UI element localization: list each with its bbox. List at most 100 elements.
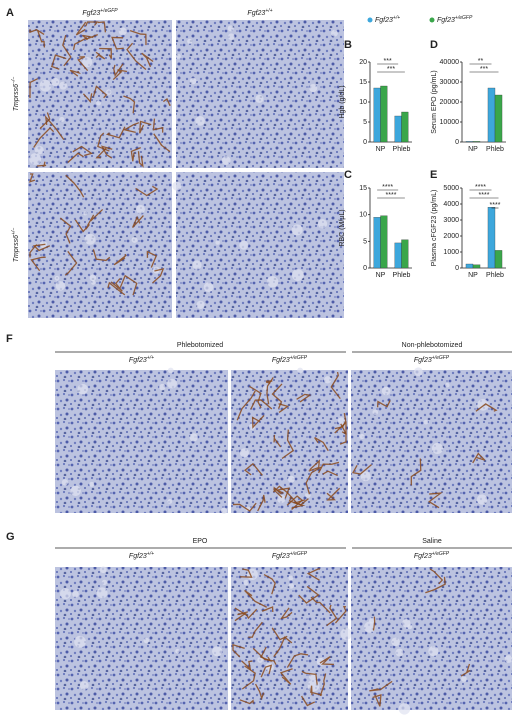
egfp-stain	[372, 694, 382, 707]
y-tick-label: 30000	[440, 79, 460, 86]
egfp-stain	[77, 56, 89, 72]
micrograph	[28, 172, 172, 318]
micrograph-feature	[291, 269, 304, 281]
egfp-stain	[232, 643, 245, 658]
egfp-stain	[261, 606, 274, 613]
egfp-stain	[330, 371, 341, 400]
egfp-stain	[28, 173, 36, 183]
label-base: Fgf23	[272, 553, 290, 560]
micrograph-feature	[239, 240, 249, 250]
egfp-stain	[137, 151, 144, 168]
micrograph-feature	[118, 27, 127, 36]
micrograph-feature	[59, 81, 68, 90]
micrograph-feature	[291, 224, 303, 236]
label-sup: −/−	[11, 77, 17, 84]
micrograph-feature	[461, 676, 467, 682]
y-tick-label: 10000	[440, 119, 460, 126]
egfp-stain	[234, 607, 258, 620]
genotype-label: Fgf23+/eGFP	[272, 355, 308, 364]
egfp-stain	[135, 185, 159, 197]
micrograph-feature	[257, 657, 264, 663]
egfp-stain	[260, 664, 273, 678]
label-base: Fgf23	[437, 17, 455, 24]
micrograph-feature	[192, 260, 202, 270]
micrograph-feature	[372, 409, 379, 416]
micrograph-feature	[359, 433, 365, 440]
label-base: Fgf23	[129, 357, 147, 364]
panel-letter: G	[6, 531, 15, 543]
egfp-stain	[69, 69, 81, 77]
micrograph-feature	[89, 274, 97, 282]
micrograph-feature	[331, 29, 338, 37]
egfp-stain	[33, 127, 55, 148]
micrograph-feature	[105, 89, 112, 95]
micrograph-feature	[70, 485, 81, 497]
egfp-stain	[105, 126, 126, 139]
y-tick-label: 0	[455, 139, 459, 146]
egfp-stain	[280, 607, 293, 620]
egfp-stain	[260, 646, 273, 663]
egfp-stain	[110, 278, 123, 292]
egfp-stain	[273, 485, 298, 504]
egfp-stain	[123, 95, 136, 114]
y-tick-label: 10	[359, 212, 367, 219]
micrograph-feature	[212, 646, 223, 657]
egfp-stain	[62, 35, 72, 67]
egfp-stain	[139, 120, 152, 134]
micrograph-feature	[131, 236, 138, 243]
panel-letter: E	[430, 169, 437, 181]
micrograph-feature	[277, 494, 286, 504]
egfp-stain	[318, 461, 340, 474]
egfp-stain	[254, 683, 265, 701]
micrograph	[351, 370, 512, 513]
micrograph-feature	[381, 386, 391, 396]
egfp-stain	[64, 250, 78, 276]
y-tick-label: 3000	[443, 217, 459, 224]
egfp-stain	[99, 47, 113, 59]
micrograph-feature	[96, 587, 108, 599]
egfp-stain	[97, 21, 107, 33]
micrograph-feature	[220, 507, 228, 514]
egfp-stain	[291, 499, 306, 509]
micrograph-feature	[159, 383, 166, 391]
egfp-stain	[82, 34, 98, 40]
micrograph-feature	[143, 637, 150, 644]
micrograph-feature	[398, 703, 411, 715]
y-tick-label: 20	[359, 59, 367, 66]
micrograph-feature	[215, 240, 220, 245]
egfp-stain	[75, 21, 87, 36]
bar	[380, 215, 388, 269]
egfp-stain	[241, 660, 253, 671]
genotype-label: Fgf23+/eGFP	[272, 551, 308, 560]
significance-label: ****	[479, 192, 490, 199]
micrograph-feature	[203, 282, 214, 292]
micrograph-feature	[476, 494, 488, 505]
micrograph-feature	[175, 648, 180, 654]
bar	[487, 87, 496, 143]
egfp-stain	[32, 243, 51, 252]
micrograph-feature	[227, 25, 234, 32]
micrograph	[231, 567, 348, 710]
x-tick-label: NP	[376, 146, 386, 153]
egfp-stain	[273, 636, 293, 658]
group-label: EPO	[193, 538, 208, 545]
x-tick-label: Phleb	[486, 272, 504, 279]
egfp-stain	[326, 487, 341, 501]
micrograph-feature	[96, 100, 102, 106]
significance-label: ****	[475, 184, 486, 191]
micrograph-feature	[267, 276, 279, 288]
micrograph-feature	[309, 84, 318, 93]
egfp-stain	[152, 118, 164, 133]
micrograph-feature	[243, 579, 249, 586]
micrograph-feature	[59, 116, 65, 123]
egfp-stain	[37, 30, 46, 48]
egfp-stain	[36, 161, 47, 168]
egfp-stain	[372, 616, 376, 631]
y-tick-label: 5	[363, 238, 367, 245]
label-sup: +/eGFP	[290, 355, 308, 361]
micrograph-feature	[51, 77, 60, 87]
egfp-stain	[319, 673, 327, 697]
micrograph-feature	[91, 280, 96, 285]
bar	[465, 141, 474, 143]
genotype-label: Fgf23+/eGFP	[437, 15, 473, 24]
